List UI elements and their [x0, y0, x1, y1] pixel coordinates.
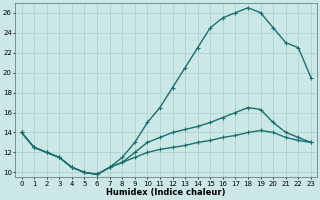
- X-axis label: Humidex (Indice chaleur): Humidex (Indice chaleur): [107, 188, 226, 197]
